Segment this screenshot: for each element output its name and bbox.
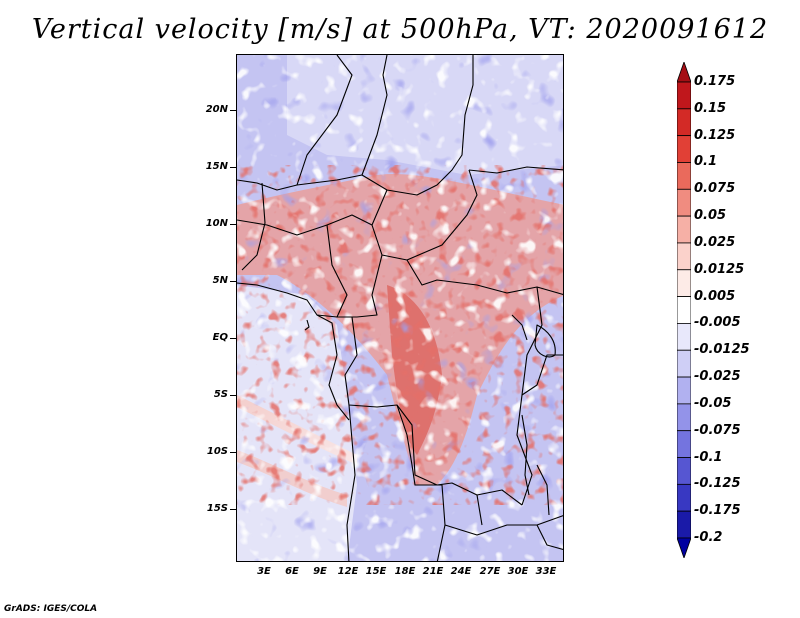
lat-tick	[230, 395, 236, 396]
colorbar-segment	[676, 269, 692, 297]
colorbar-label: -0.2	[694, 530, 723, 545]
colorbar-label: 0.075	[694, 181, 736, 197]
colorbar-segment	[676, 537, 692, 560]
lat-tick	[230, 338, 236, 339]
lon-label-3e: 3E	[257, 566, 271, 577]
colorbar-segment	[676, 162, 692, 190]
lake-victoria	[534, 324, 556, 358]
colorbar-label: 0.125	[694, 127, 736, 143]
border-niger	[296, 55, 353, 186]
grads-credit: GrADS: IGES/COLA	[4, 604, 98, 614]
lon-label-21e: 21E	[422, 566, 444, 577]
colorbar-segment	[676, 376, 692, 405]
lat-label-5n: 5N	[212, 275, 228, 286]
colorbar-label: -0.0125	[694, 342, 750, 358]
border-zambia	[444, 515, 563, 536]
border-cameroon	[316, 224, 348, 318]
colorbar-segment	[676, 296, 692, 324]
colorbar-segment	[676, 483, 692, 512]
lat-tick	[230, 452, 236, 453]
lon-label-24e: 24E	[450, 566, 472, 577]
border-nigeria	[237, 214, 373, 236]
colorbar-label: 0.15	[694, 100, 727, 116]
coastline-gulf	[237, 282, 350, 421]
lat-label-5s: 5S	[213, 389, 228, 400]
colorbar-label: -0.025	[694, 369, 741, 385]
border-tanzania	[521, 354, 563, 396]
colorbar-segment	[676, 188, 692, 217]
lake-malawi	[536, 464, 550, 516]
lon-label-12e: 12E	[337, 566, 359, 577]
bioko-island	[304, 319, 310, 331]
colorbar-segment	[676, 60, 692, 83]
lat-tick	[230, 167, 236, 168]
colorbar-segment	[676, 430, 692, 458]
country-borders	[237, 55, 563, 561]
map-title: Vertical velocity [m/s] at 500hPa, VT: 2…	[31, 14, 769, 45]
border-chad-north	[361, 55, 388, 176]
lon-label-30e: 30E	[507, 566, 529, 577]
lat-tick	[230, 224, 236, 225]
colorbar-label: 0.175	[694, 74, 736, 89]
lon-label-6e: 6E	[285, 566, 299, 577]
lat-label-eq: EQ	[212, 332, 228, 343]
map-canvas	[237, 55, 563, 561]
colorbar-segment	[676, 242, 692, 271]
lat-tick	[230, 509, 236, 510]
lon-label-9e: 9E	[313, 566, 327, 577]
lat-label-20n: 20N	[205, 104, 228, 115]
border-mozambique	[536, 524, 563, 551]
border-benin	[241, 182, 266, 271]
lon-label-33e: 33E	[535, 566, 557, 577]
lat-label-10s: 10S	[206, 446, 228, 457]
lat-label-15s: 15S	[206, 503, 228, 514]
colorbar-segment	[676, 403, 692, 432]
colorbar-segment	[676, 215, 692, 244]
lon-label-18e: 18E	[394, 566, 416, 577]
lon-label-27e: 27E	[479, 566, 501, 577]
colorbar-label: -0.1	[694, 449, 723, 465]
colorbar-graphic	[676, 60, 692, 560]
border-car	[371, 169, 478, 261]
colorbar	[676, 60, 692, 562]
lake-albert	[511, 314, 528, 341]
lat-tick	[230, 281, 236, 282]
colorbar-label: 0.05	[694, 208, 727, 224]
colorbar-label: -0.05	[694, 395, 732, 411]
colorbar-segment	[676, 323, 692, 351]
colorbar-label: -0.075	[694, 422, 741, 438]
colorbar-label: -0.175	[694, 503, 741, 519]
vertical-velocity-map	[236, 54, 564, 562]
lat-tick	[230, 110, 236, 111]
lake-tanganyika	[521, 414, 530, 496]
colorbar-segment	[676, 457, 692, 485]
lat-label-10n: 10N	[205, 218, 228, 229]
colorbar-label: 0.005	[694, 288, 736, 304]
border-congo	[337, 254, 383, 318]
colorbar-segment	[676, 510, 692, 539]
colorbar-label: 0.0125	[694, 261, 745, 277]
border-sudan	[468, 166, 563, 174]
colorbar-label: -0.125	[694, 476, 741, 492]
colorbar-segment	[676, 108, 692, 137]
lon-label-15e: 15E	[365, 566, 387, 577]
colorbar-label: -0.005	[694, 315, 741, 331]
colorbar-label: 0.1	[694, 154, 718, 170]
noise-white	[237, 55, 563, 561]
border-zambia-drc	[476, 494, 483, 526]
colorbar-segment	[676, 349, 692, 378]
border-angola-west	[346, 404, 356, 561]
lat-label-15n: 15N	[205, 161, 228, 172]
colorbar-segment	[676, 135, 692, 163]
colorbar-label: 0.025	[694, 234, 736, 250]
colorbar-segment	[676, 81, 692, 110]
